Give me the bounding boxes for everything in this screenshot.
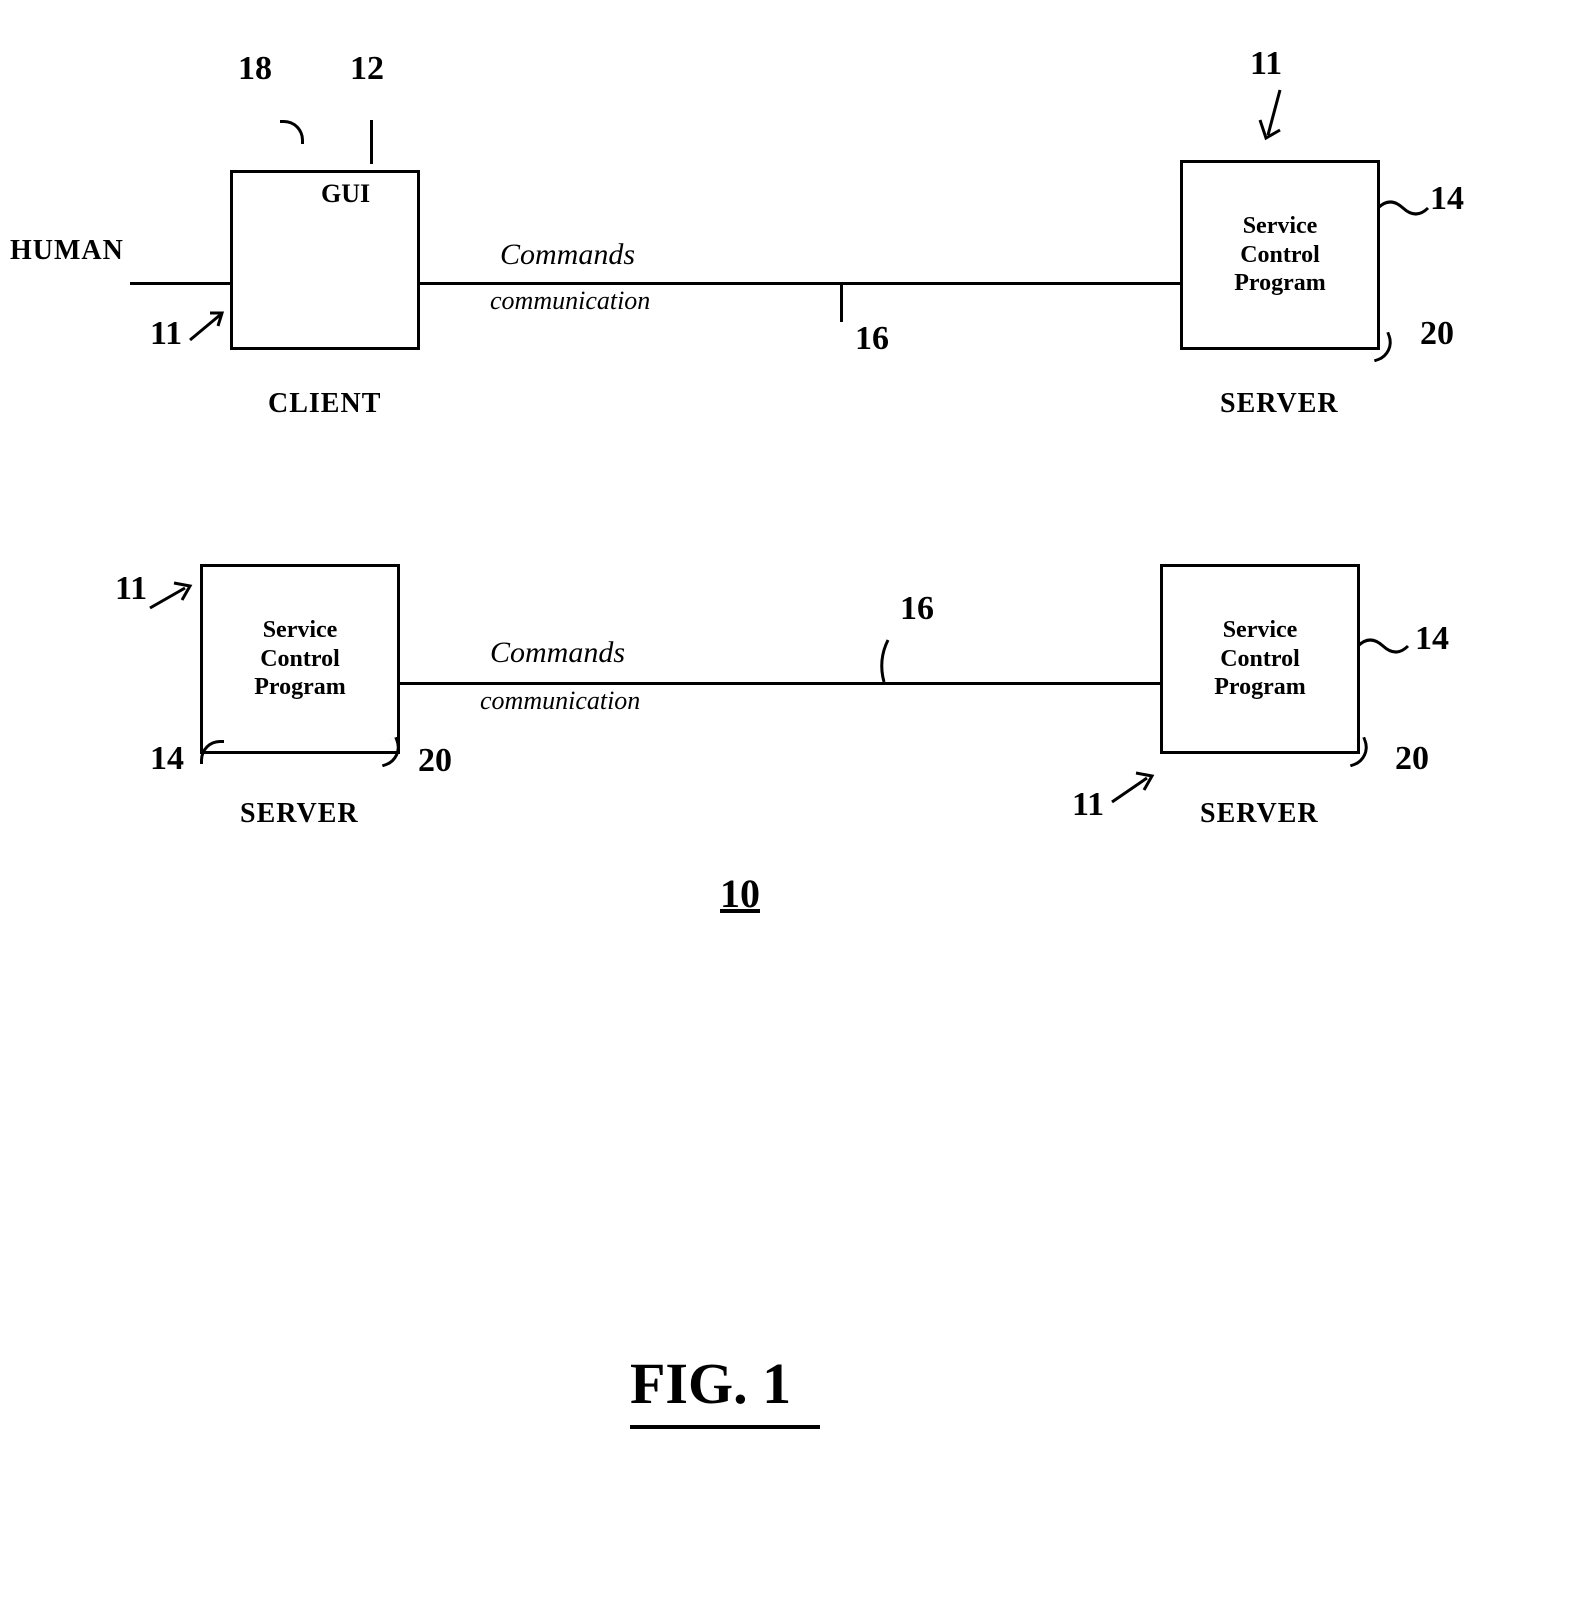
ref-14-r2r-tilde (1358, 636, 1408, 656)
ref-11-r2l-arrow (150, 580, 200, 620)
row1-link-line (420, 282, 1180, 285)
server-r2l-l1: Service (263, 616, 338, 645)
row2-link-bottom: communication (480, 686, 640, 716)
figure-label: FIG. 1 (630, 1350, 791, 1417)
server-box-r1: Service Control Program (1180, 160, 1380, 350)
ref-14-r1-tilde (1378, 198, 1428, 218)
ref-16-r1: 16 (855, 320, 889, 358)
ref-11-r2l: 11 (115, 570, 147, 608)
ref-11-client-arrow (190, 310, 230, 350)
ref-11-r2r: 11 (1072, 786, 1104, 824)
ref-20-server-r1: 20 (1420, 315, 1454, 353)
client-box: GUI (230, 170, 420, 350)
figure-label-underline (630, 1425, 820, 1429)
row2-link-line (400, 682, 1160, 685)
human-label: HUMAN (10, 235, 124, 267)
ref-11-r2r-arrow (1112, 770, 1162, 810)
server-r2r-l1: Service (1223, 616, 1298, 645)
row1-link-top: Commands (500, 238, 635, 272)
ref-12-tick (370, 120, 373, 164)
ref-11-server-r1: 11 (1250, 45, 1282, 83)
server-r1-l2: Control (1240, 241, 1320, 270)
server-box-r2r: Service Control Program (1160, 564, 1360, 754)
ref-16-r2: 16 (900, 590, 934, 628)
server-r2r-l3: Program (1214, 673, 1306, 702)
ref-11-server-r1-arrow (1260, 90, 1300, 150)
ref-16-r2-tick (870, 640, 900, 685)
ref-14-r2r: 14 (1415, 620, 1449, 658)
ref-18: 18 (238, 50, 272, 88)
client-caption: CLIENT (268, 388, 381, 420)
server-r2r-l2: Control (1220, 645, 1300, 674)
row2-link-top: Commands (490, 636, 625, 670)
server-r2l-l3: Program (254, 673, 346, 702)
server-r1-l1: Service (1243, 212, 1318, 241)
server-r1-l3: Program (1234, 269, 1326, 298)
ref-10: 10 (720, 870, 760, 917)
ref-16-r1-tick (840, 284, 843, 322)
human-to-client-line (130, 282, 230, 285)
ref-20-r2l: 20 (418, 742, 452, 780)
ref-14-server-r1: 14 (1430, 180, 1464, 218)
ref-11-client: 11 (150, 315, 182, 353)
ref-14-r2l: 14 (150, 740, 184, 778)
gui-label: GUI (321, 179, 370, 209)
ref-12: 12 (350, 50, 384, 88)
row1-link-bottom: communication (490, 286, 650, 316)
ref-20-r2r: 20 (1395, 740, 1429, 778)
server-caption-r2r: SERVER (1200, 798, 1319, 830)
server-box-r2l: Service Control Program (200, 564, 400, 754)
ref-18-tick (280, 120, 304, 144)
server-r2l-l2: Control (260, 645, 340, 674)
server-caption-r1: SERVER (1220, 388, 1339, 420)
server-caption-r2l: SERVER (240, 798, 359, 830)
